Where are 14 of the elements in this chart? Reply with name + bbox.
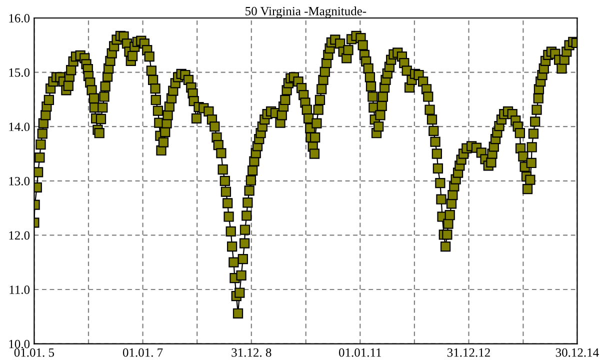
x-tick-label: 01.01. 5	[14, 348, 54, 357]
y-tick-label: 16.0	[9, 14, 30, 23]
y-tick-label: 11.0	[10, 286, 30, 294]
x-tick-label: 30.12.14	[556, 348, 599, 357]
chart-title: 50 Virginia -Magnitude-	[246, 6, 366, 18]
y-tick-label: 14.0	[9, 122, 30, 132]
y-tick-label: 13.0	[9, 176, 30, 186]
y-tick-label: 12.0	[9, 231, 30, 240]
y-tick-label: 15.0	[9, 68, 30, 77]
y-tick-label: 10.0	[9, 340, 30, 348]
x-tick-label: 31.12.12	[447, 348, 490, 357]
x-tick-label: 31.12. 8	[232, 348, 272, 357]
x-tick-label: 01.01. 7	[122, 348, 163, 357]
x-tick-label: 01.01.11	[338, 348, 382, 357]
